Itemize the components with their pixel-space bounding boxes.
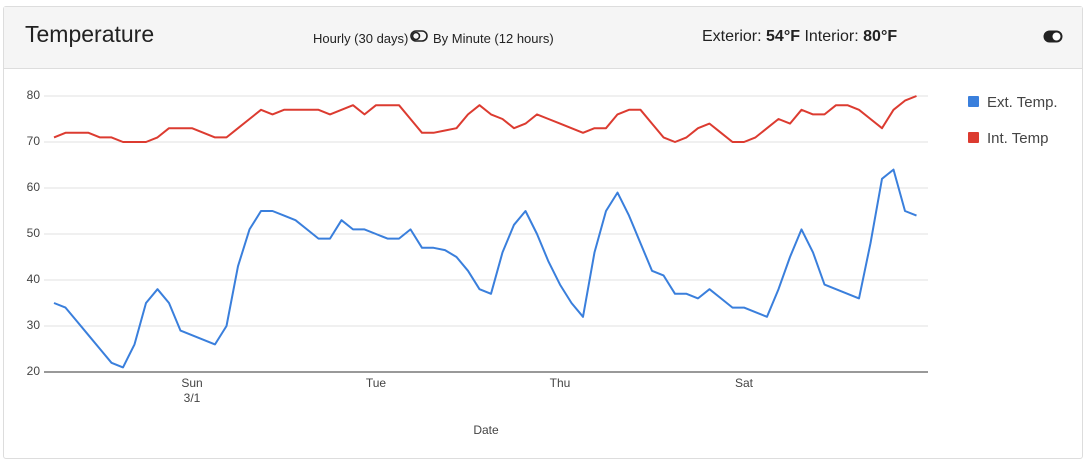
line — [53, 95, 917, 143]
legend-swatch — [968, 96, 979, 107]
mode-option[interactable]: Hourly (30 days) — [313, 31, 409, 46]
line — [53, 168, 917, 369]
y-tick-label: 50 — [27, 226, 41, 240]
y-tick-label: 70 — [27, 134, 41, 148]
title: Temperature — [25, 21, 155, 47]
x-tick-label: Tue — [366, 376, 387, 390]
settings-toggle[interactable] — [1043, 30, 1063, 43]
mode-toggle[interactable] — [410, 30, 428, 42]
exterior-label: Exterior: — [702, 28, 762, 45]
x-tick-label: Sat — [735, 376, 754, 390]
x-tick-label: Thu — [550, 376, 571, 390]
y-tick-label: 30 — [27, 318, 41, 332]
legend-swatch — [968, 132, 979, 143]
x-axis-title: Date — [473, 423, 499, 437]
x-tick-sublabel: 3/1 — [184, 391, 201, 405]
x-tick-label: Sun — [181, 376, 202, 390]
interior-label: Interior: — [804, 28, 859, 45]
legend-label: Ext. Temp. — [987, 94, 1058, 111]
mode-option[interactable]: By Minute (12 hours) — [433, 31, 554, 46]
exterior-value: 54°F — [766, 28, 800, 45]
legend-label: Int. Temp — [987, 130, 1048, 147]
y-tick-label: 40 — [27, 272, 41, 286]
card-header: Temperature Hourly (30 days) By Minute (… — [4, 7, 1082, 69]
y-tick-label: 20 — [27, 364, 41, 378]
y-tick-label: 60 — [27, 180, 41, 194]
interior-value: 80°F — [863, 28, 898, 45]
card: Temperature Hourly (30 days) By Minute (… — [3, 6, 1083, 459]
y-tick-label: 80 — [27, 88, 41, 102]
